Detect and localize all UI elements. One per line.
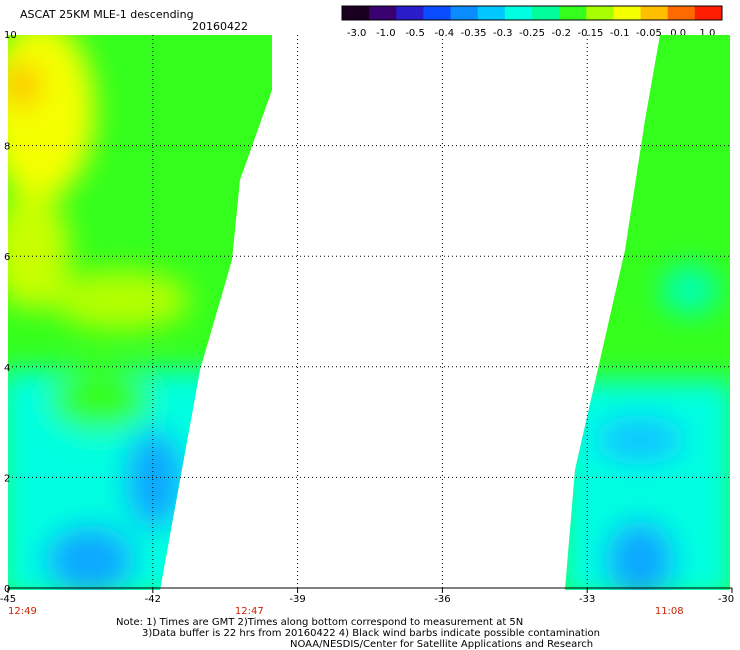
colorbar-label: -0.3: [493, 28, 513, 39]
swath-time-label: 11:08: [655, 606, 684, 617]
footer-note-1: Note: 1) Times are GMT 2)Times along bot…: [116, 617, 524, 628]
colorbar-swatch: [396, 6, 424, 20]
colorbar-label: -0.5: [405, 28, 425, 39]
colorbar-swatch: [504, 6, 533, 20]
colorbar-swatch: [559, 6, 587, 20]
colorbar-swatch: [369, 6, 397, 20]
colorbar-label: 1.0: [699, 28, 715, 39]
x-tick-label: -33: [579, 594, 595, 605]
x-tick-label: -45: [0, 594, 16, 605]
colorbar-swatch: [423, 6, 452, 20]
colorbar-swatch: [477, 6, 506, 20]
colorbar-label: -0.15: [578, 28, 604, 39]
map-grid: [8, 35, 732, 588]
chart-date: 20160422: [192, 20, 248, 33]
y-tick-label: 2: [4, 473, 10, 484]
x-tick-label: -36: [434, 594, 450, 605]
colorbar-label: -0.05: [636, 28, 662, 39]
colorbar-label: -0.35: [461, 28, 487, 39]
y-tick-label: 6: [4, 252, 10, 263]
colorbar-swatch: [667, 6, 696, 20]
x-tick-label: -39: [289, 594, 305, 605]
x-tick-label: -30: [718, 594, 734, 605]
colorbar-label: -0.2: [551, 28, 571, 39]
colorbar-frame: [341, 5, 723, 21]
colorbar-label: -1.0: [376, 28, 396, 39]
x-tick-label: -42: [145, 594, 161, 605]
chart-title: ASCAT 25KM MLE-1 descending: [20, 8, 194, 21]
swath-time-label: 12:47: [235, 606, 264, 617]
map-axes: -45 -42 -39 -36 -33 -30 0 2 4 6 8 10 12:49 12:47 11:08: [0, 30, 734, 617]
y-tick-label: 8: [4, 142, 10, 153]
colorbar-swatch: [640, 6, 669, 20]
colorbar-swatch: [342, 6, 370, 20]
colorbar-swatch: [532, 6, 560, 20]
swath-time-label: 12:49: [8, 606, 37, 617]
y-tick-label: 4: [4, 363, 10, 374]
footer-note-2: 3)Data buffer is 22 hrs from 20160422 4)…: [142, 628, 600, 639]
colorbar-swatch: [613, 6, 642, 20]
left-swath: [8, 35, 272, 590]
colorbar-swatch: [694, 6, 723, 20]
y-tick-label: 0: [4, 584, 10, 595]
right-swath: [565, 35, 730, 590]
footer-credit: NOAA/NESDIS/Center for Satellite Applica…: [290, 639, 594, 650]
colorbar-label: -0.4: [435, 28, 455, 39]
colorbar-label: 0.0: [670, 28, 686, 39]
colorbar-label: -3.0: [347, 28, 367, 39]
colorbar-label: -0.1: [610, 28, 630, 39]
colorbar-swatch: [586, 6, 614, 20]
colorbar-label: -0.25: [519, 28, 545, 39]
colorbar: -3.0 -1.0 -0.5 -0.4 -0.35 -0.3 -0.25 -0.2 -0.15-…: [341, 5, 723, 39]
colorbar-swatch: [450, 6, 479, 20]
y-tick-label: 10: [4, 30, 17, 41]
